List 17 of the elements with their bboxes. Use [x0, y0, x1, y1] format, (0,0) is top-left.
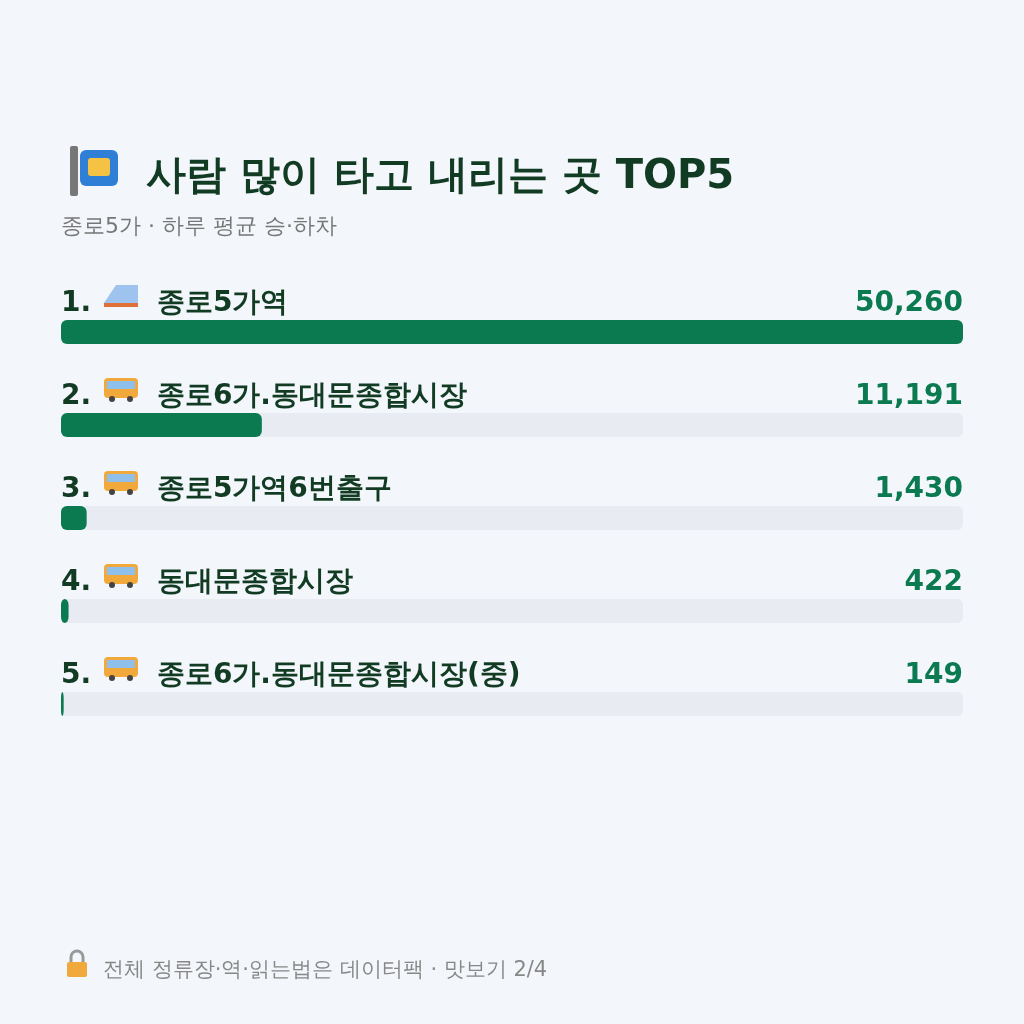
chart-subtitle: 종로5가 · 하루 평균 승·하차: [61, 213, 337, 238]
category-label: 3. 종로5가역6번출구: [61, 471, 392, 504]
data-label: 422: [904, 564, 963, 597]
chart-title: 사람 많이 타고 내리는 곳 TOP5: [146, 151, 735, 197]
bar: [61, 692, 64, 716]
data-label: 149: [904, 657, 963, 690]
data-label: 50,260: [854, 285, 963, 318]
bar: [61, 599, 69, 623]
bar: [61, 413, 262, 437]
bar: [61, 506, 87, 530]
category-label: 4. 동대문종합시장: [61, 564, 353, 597]
category-label: 5. 종로6가.동대문종합시장(중): [61, 657, 521, 690]
text: 전체 정류장·역·읽는법은 데이터팩 · 맛보기 2/4: [103, 957, 548, 981]
data-label: 1,430: [874, 471, 963, 504]
category-label: 2. 종로6가.동대문종합시장: [61, 378, 467, 411]
data-label: 11,191: [854, 378, 963, 411]
category-label: 1. 종로5가역: [61, 285, 289, 318]
